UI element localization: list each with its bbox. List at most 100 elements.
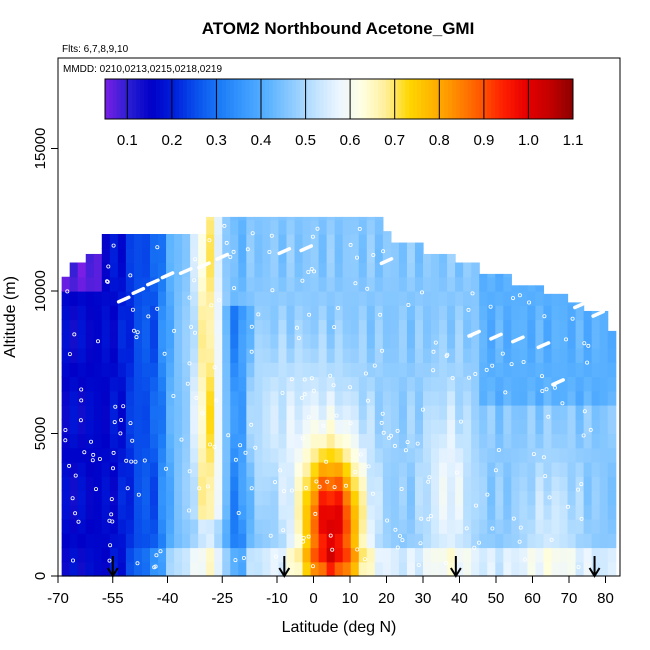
field-cell xyxy=(527,362,537,378)
field-cell xyxy=(334,376,344,392)
field-cell xyxy=(141,476,151,492)
field-cell xyxy=(125,462,135,477)
field-cell xyxy=(390,319,400,335)
field-cell xyxy=(591,476,601,492)
field-cell xyxy=(69,462,79,477)
field-cell xyxy=(109,405,119,420)
field-cell xyxy=(302,504,312,520)
colorbar-swatch xyxy=(389,79,395,119)
field-cell xyxy=(431,419,440,435)
field-cell xyxy=(374,504,384,520)
colorbar-swatch xyxy=(549,79,554,119)
field-cell xyxy=(559,547,569,563)
field-cell xyxy=(222,519,231,534)
field-cell xyxy=(230,447,239,463)
field-cell xyxy=(133,305,143,321)
field-cell xyxy=(166,504,175,520)
field-cell xyxy=(166,433,175,449)
colorbar-swatch xyxy=(534,79,539,119)
field-cell xyxy=(423,533,432,549)
field-cell xyxy=(599,519,609,534)
sample-point xyxy=(233,457,238,462)
field-cell xyxy=(326,362,336,378)
field-cell xyxy=(101,490,111,506)
field-cell xyxy=(230,376,239,392)
colorbar-tick-label: 0.3 xyxy=(206,132,227,149)
field-cell xyxy=(607,376,617,392)
field-cell xyxy=(270,348,280,363)
field-cell xyxy=(455,333,464,349)
field-cell xyxy=(503,273,512,278)
field-cell xyxy=(334,362,344,378)
field-cell xyxy=(206,262,215,278)
field-cell xyxy=(527,490,537,506)
sample-point xyxy=(348,421,353,426)
field-cell xyxy=(117,234,127,249)
field-cell xyxy=(278,262,288,278)
field-cell xyxy=(61,319,71,335)
colorbar-swatch xyxy=(561,79,566,119)
field-cell xyxy=(495,547,504,563)
field-cell xyxy=(487,561,496,577)
field-cell xyxy=(503,405,512,420)
field-cell xyxy=(406,547,416,563)
field-cell xyxy=(519,533,528,549)
field-cell xyxy=(406,291,416,306)
field-cell xyxy=(93,262,103,278)
sample-point xyxy=(302,377,307,382)
field-cell xyxy=(69,561,79,577)
sample-point xyxy=(366,464,371,469)
field-cell xyxy=(567,390,577,406)
colorbar-swatch xyxy=(440,79,445,119)
field-cell xyxy=(246,390,255,406)
sample-point xyxy=(348,385,353,390)
field-cell xyxy=(326,533,336,549)
field-cell xyxy=(406,319,416,335)
field-cell xyxy=(214,490,223,506)
field-cell xyxy=(503,462,512,477)
field-cell xyxy=(310,519,320,534)
field-cell xyxy=(342,447,352,463)
field-cell xyxy=(93,333,103,349)
field-cell xyxy=(342,519,352,534)
colorbar-swatch xyxy=(151,79,157,119)
field-cell xyxy=(447,504,456,520)
field-cell xyxy=(262,405,272,420)
field-cell xyxy=(149,248,159,264)
field-cell xyxy=(286,547,296,563)
field-cell xyxy=(414,433,424,449)
sample-point xyxy=(185,381,190,386)
field-cell xyxy=(254,362,263,378)
sample-point xyxy=(406,302,411,307)
sample-point xyxy=(294,325,299,330)
field-cell xyxy=(414,291,424,306)
field-cell xyxy=(238,533,247,549)
field-cell xyxy=(61,433,71,449)
colorbar-swatch xyxy=(253,79,258,119)
field-cell xyxy=(302,234,312,249)
field-cell xyxy=(342,405,352,420)
sample-point xyxy=(405,440,410,445)
field-cell xyxy=(174,504,183,520)
y-tick-label: 5000 xyxy=(32,417,49,450)
field-cell xyxy=(174,305,183,321)
field-cell xyxy=(495,476,504,492)
field-cell xyxy=(471,362,480,378)
sample-point xyxy=(310,564,315,569)
field-cell xyxy=(455,390,464,406)
field-cell xyxy=(575,376,585,392)
field-cell xyxy=(125,561,135,577)
field-cell xyxy=(109,305,119,321)
field-cell xyxy=(222,490,231,506)
field-cell xyxy=(551,476,561,492)
sample-point xyxy=(309,267,314,272)
field-cell xyxy=(222,476,231,492)
field-cell xyxy=(519,348,528,363)
field-cell xyxy=(278,390,288,406)
field-cell xyxy=(77,262,87,278)
field-cell xyxy=(342,362,352,378)
field-cell xyxy=(214,319,223,335)
field-cell xyxy=(583,504,593,520)
colorbar-swatch xyxy=(456,79,461,119)
field-cell xyxy=(447,390,456,406)
